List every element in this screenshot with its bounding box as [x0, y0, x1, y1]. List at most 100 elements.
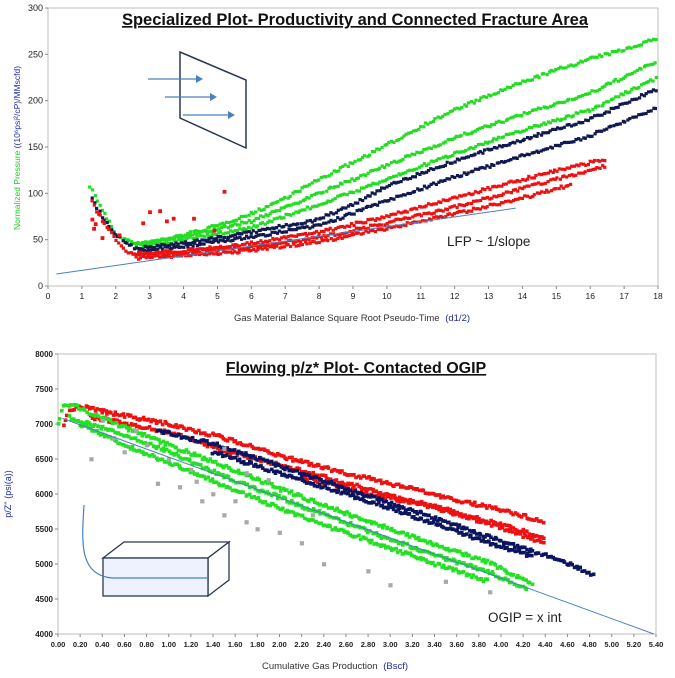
data-point: [362, 225, 366, 230]
data-point: [465, 499, 469, 504]
data-point: [249, 210, 253, 214]
data-point: [582, 569, 587, 573]
data-point: [172, 243, 176, 247]
data-point: [395, 224, 399, 228]
data-point: [392, 528, 396, 533]
data-point: [133, 252, 137, 256]
data-point: [460, 174, 464, 178]
data-point: [305, 184, 309, 188]
data-point: [168, 249, 172, 253]
data-point: [326, 228, 331, 232]
data-point: [267, 219, 271, 223]
data-point: [383, 497, 387, 501]
data-point: [436, 215, 440, 219]
data-point: [195, 235, 199, 240]
data-point: [300, 208, 304, 212]
data-point: [181, 435, 186, 439]
data-point: [425, 147, 429, 151]
data-point: [559, 184, 563, 188]
data-point: [142, 432, 147, 436]
data-point: [197, 439, 202, 444]
data-point: [526, 194, 530, 198]
data-point: [488, 571, 492, 576]
data-point: [213, 442, 217, 447]
data-point: [169, 251, 173, 255]
data-point: [346, 204, 351, 208]
chart2-marks: [56, 403, 654, 635]
data-point: [509, 158, 513, 162]
data-point: [501, 201, 505, 205]
data-point: [560, 117, 564, 121]
data-point: [501, 544, 506, 548]
data-point: [162, 243, 166, 247]
data-point: [341, 164, 345, 168]
data-point: [330, 172, 334, 176]
data-point: [223, 225, 227, 229]
data-point: [381, 505, 386, 510]
data-point: [460, 105, 464, 110]
data-point: [203, 248, 207, 252]
data-point: [449, 496, 454, 501]
data-point: [488, 125, 492, 129]
data-point: [423, 121, 427, 125]
data-point: [535, 517, 539, 521]
data-point: [158, 241, 162, 245]
y-tick-label: 0: [38, 281, 43, 291]
data-point: [256, 488, 260, 493]
data-point: [588, 134, 592, 139]
outlier-point: [117, 233, 122, 238]
data-point: [274, 226, 279, 230]
data-point: [304, 481, 309, 485]
data-point: [343, 491, 348, 495]
data-point: [167, 252, 171, 256]
data-point: [413, 175, 417, 179]
data-point: [401, 193, 405, 197]
data-point: [283, 230, 287, 234]
data-point: [203, 234, 207, 238]
data-point: [285, 465, 289, 470]
data-point: [402, 506, 406, 510]
data-point: [283, 488, 287, 492]
data-point: [549, 68, 553, 73]
data-point: [236, 468, 241, 473]
data-point: [255, 230, 259, 235]
data-point: [453, 136, 457, 140]
data-point: [408, 551, 413, 555]
data-point: [363, 487, 368, 492]
x-tick-label: 4.20: [516, 640, 531, 649]
data-point: [606, 81, 610, 85]
data-point: [464, 516, 469, 520]
data-point: [518, 154, 522, 158]
data-point: [156, 458, 160, 462]
data-point: [279, 453, 284, 458]
data-point: [497, 194, 501, 198]
data-point: [618, 102, 622, 107]
data-point: [537, 535, 542, 539]
data-point: [435, 523, 440, 527]
data-point: [385, 221, 389, 226]
data-point: [343, 225, 347, 229]
data-point: [221, 232, 225, 236]
data-point: [445, 207, 449, 212]
data-point: [567, 123, 571, 127]
data-point: [601, 164, 605, 168]
data-point: [146, 243, 150, 247]
data-point: [557, 187, 561, 191]
data-point: [537, 124, 541, 128]
data-point: [511, 188, 515, 192]
data-point: [267, 481, 271, 485]
data-point: [198, 463, 203, 467]
data-point: [303, 516, 307, 521]
data-point: [261, 457, 266, 462]
data-point: [483, 166, 487, 170]
data-point: [455, 157, 459, 161]
data-point: [579, 171, 583, 175]
data-point: [391, 212, 395, 216]
data-point: [495, 203, 499, 207]
data-point: [62, 423, 66, 428]
chart1-y-axis-label: Normalized Pressure ((10⁶psi²/cP)/MMscfd…: [12, 66, 22, 230]
data-point: [632, 115, 636, 119]
data-point: [279, 236, 284, 240]
data-point: [625, 91, 629, 95]
data-point: [349, 203, 353, 207]
